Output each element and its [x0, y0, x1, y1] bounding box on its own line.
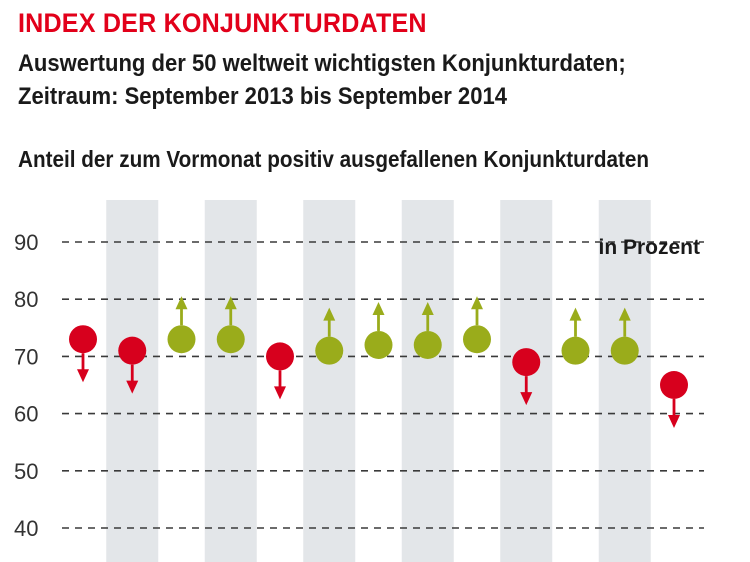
- data-point: [118, 336, 147, 365]
- y-axis-ticks: 90 80 70 60 50 40: [14, 230, 38, 541]
- arrow-up-icon: [372, 301, 385, 315]
- arrow-up-icon: [569, 307, 582, 321]
- data-point: [413, 330, 442, 359]
- arrow-up-icon: [323, 307, 336, 321]
- arrow-down-icon: [668, 415, 680, 428]
- subtitle-line-2: Zeitraum: September 2013 bis September 2…: [18, 83, 507, 110]
- data-marker: [561, 307, 590, 365]
- arrow-down-icon: [274, 386, 286, 400]
- data-marker: [69, 325, 97, 383]
- y-tick-label: 40: [14, 516, 38, 541]
- y-tick-label: 70: [14, 344, 38, 369]
- data-point: [364, 330, 393, 359]
- data-point: [660, 371, 688, 399]
- data-marker: [610, 307, 639, 365]
- chart-subtitle: Auswertung der 50 weltweit wichtigsten K…: [18, 47, 626, 113]
- data-point: [315, 336, 344, 365]
- data-point: [216, 325, 245, 354]
- data-point: [266, 342, 294, 371]
- shaded-band: [598, 200, 651, 562]
- data-point: [69, 325, 97, 354]
- data-marker: [167, 296, 196, 354]
- data-marker: [512, 348, 541, 406]
- unit-label: in Prozent: [598, 236, 700, 259]
- arrow-up-icon: [471, 296, 483, 310]
- data-marker: [216, 296, 245, 354]
- arrow-up-icon: [421, 301, 434, 315]
- data-point: [512, 348, 541, 377]
- y-tick-label: 50: [14, 459, 38, 484]
- arrow-down-icon: [126, 380, 139, 394]
- arrow-down-icon: [77, 369, 89, 383]
- data-marker: [118, 336, 147, 394]
- data-marker: [364, 301, 393, 359]
- chart-plot: 90 80 70 60 50 40 in Prozent: [14, 200, 704, 562]
- arrow-up-icon: [175, 296, 188, 310]
- subtitle-line-1: Auswertung der 50 weltweit wichtigsten K…: [18, 50, 626, 77]
- data-point: [463, 325, 491, 354]
- data-marker: [660, 371, 688, 428]
- data-marker: [266, 342, 294, 400]
- y-tick-label: 60: [14, 402, 38, 427]
- shaded-band: [204, 200, 257, 562]
- chart-heading: Anteil der zum Vormonat positiv ausgefal…: [18, 146, 650, 172]
- data-point: [561, 336, 590, 365]
- data-point: [167, 325, 196, 354]
- chart-title: INDEX DER KONJUNKTURDATEN: [18, 8, 427, 38]
- data-marker: [463, 296, 491, 354]
- arrow-up-icon: [618, 307, 631, 321]
- gridlines: [62, 241, 704, 529]
- y-tick-label: 90: [14, 230, 38, 255]
- data-markers: [69, 296, 688, 428]
- shaded-bands: [106, 200, 651, 562]
- y-tick-label: 80: [14, 287, 38, 312]
- shaded-band: [303, 200, 356, 562]
- arrow-down-icon: [520, 392, 533, 406]
- data-marker: [315, 307, 344, 365]
- data-point: [610, 336, 639, 365]
- data-marker: [413, 301, 442, 359]
- shaded-band: [401, 200, 454, 562]
- arrow-up-icon: [224, 296, 237, 310]
